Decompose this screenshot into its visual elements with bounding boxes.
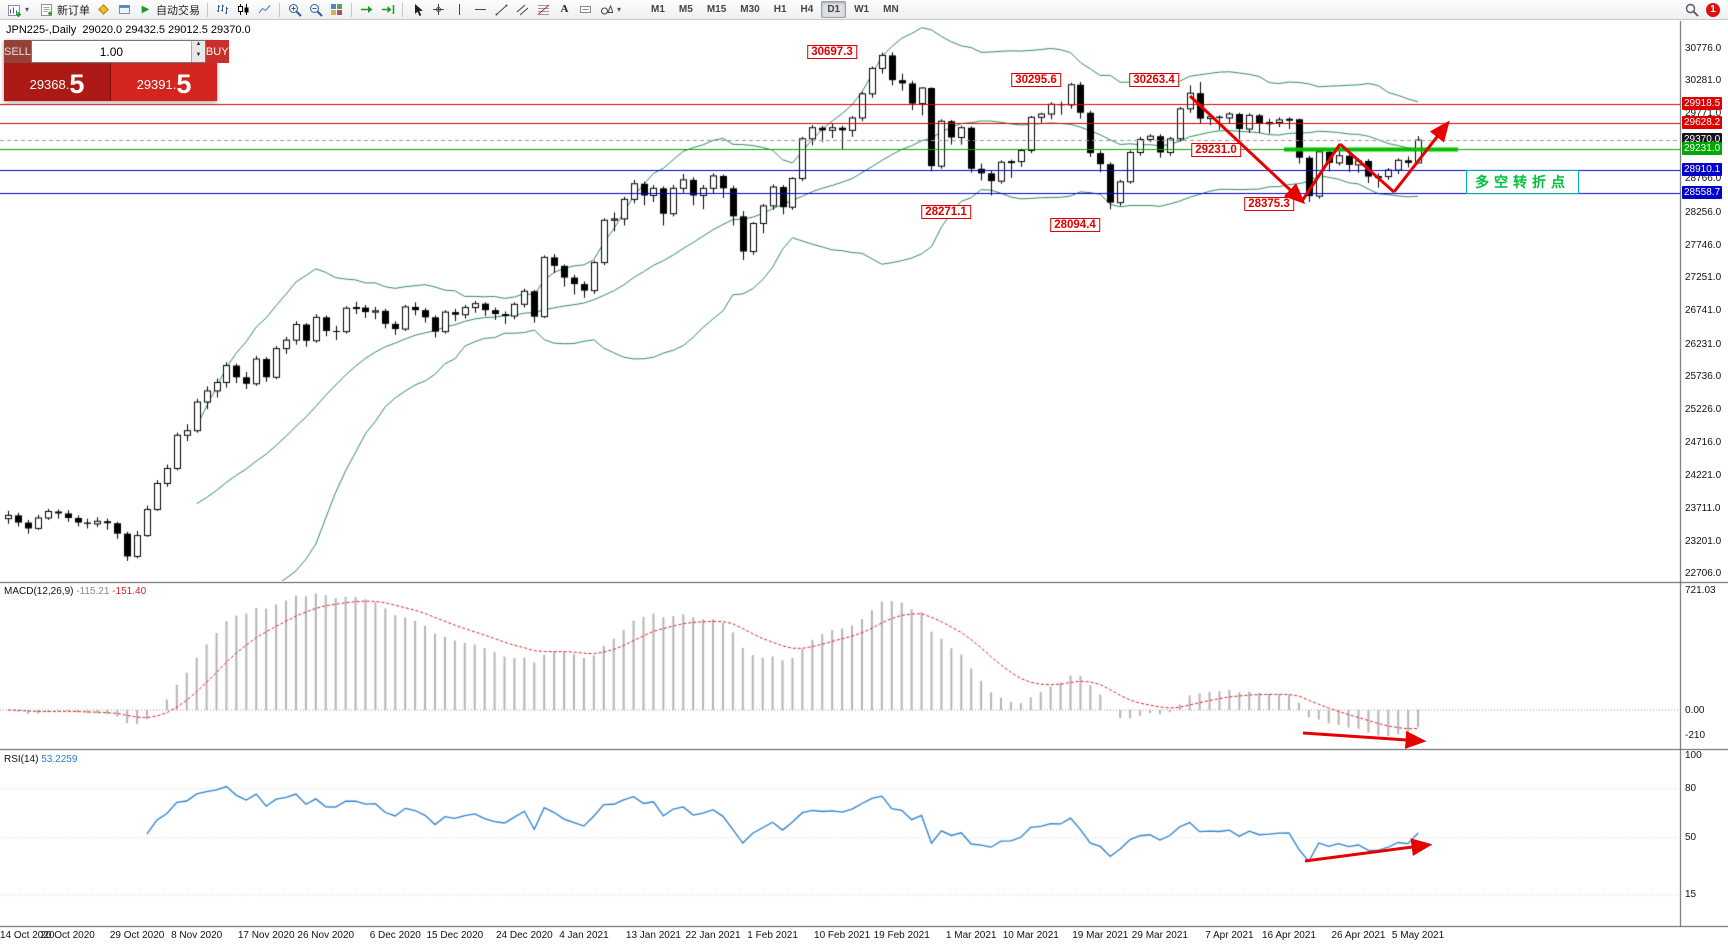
- buy-price-big: 5: [176, 69, 192, 99]
- aut otrading-label: 自动交易: [156, 4, 200, 17]
- timeframe-h4[interactable]: H4: [800, 4, 814, 15]
- zoom-in-button[interactable]: [284, 1, 305, 19]
- buy-price-button[interactable]: 29391. 5: [111, 63, 217, 101]
- toolbar-right-group: 1: [1684, 2, 1724, 17]
- tile-windows-icon: [329, 2, 344, 17]
- trendline-icon: [494, 2, 509, 17]
- fibonacci-button[interactable]: [533, 1, 554, 19]
- metaeditor-button[interactable]: [93, 1, 114, 19]
- cursor-button[interactable]: [407, 1, 428, 19]
- zoom-out-icon: [308, 2, 323, 17]
- vertical-line-icon: [452, 2, 467, 17]
- crosshair-icon: [431, 2, 446, 17]
- terminal-button[interactable]: [114, 1, 135, 19]
- buy-button[interactable]: BUY: [205, 40, 229, 63]
- timeframe-toolbar: M1 M5 M15 M30 H1 H4 D1 W1 MN: [644, 1, 906, 18]
- one-click-trading-panel: SELL ▲▼ BUY 29368.5 29391.5: [4, 40, 229, 101]
- search-icon[interactable]: [1684, 2, 1699, 17]
- toolbar-separator: [351, 2, 352, 17]
- new-chart-icon: [7, 2, 22, 17]
- vertical-line-button[interactable]: [449, 1, 470, 19]
- chevron-down-icon: ▾: [25, 5, 30, 14]
- sell-price-big: 5: [69, 69, 85, 99]
- timeframe-m30[interactable]: M30: [740, 4, 760, 15]
- text-label-button[interactable]: [575, 1, 596, 19]
- channel-button[interactable]: [512, 1, 533, 19]
- timeframe-mn[interactable]: MN: [883, 4, 899, 15]
- volume-spinner[interactable]: ▲ ▼: [190, 41, 205, 62]
- tile-windows-button[interactable]: [326, 1, 347, 19]
- zoom-in-icon: [287, 2, 302, 17]
- text-label-icon: [578, 2, 593, 17]
- trendline-button[interactable]: [491, 1, 512, 19]
- new-order-icon: [39, 2, 54, 17]
- bar-chart-type-button[interactable]: [212, 1, 233, 19]
- new-order-label: 新订单: [57, 4, 90, 17]
- new-order-button[interactable]: 新订单: [36, 1, 93, 19]
- timeframe-h1[interactable]: H1: [773, 4, 787, 15]
- buy-price-main: 29391.: [136, 77, 177, 92]
- volume-input[interactable]: [31, 41, 191, 62]
- crosshair-button[interactable]: [428, 1, 449, 19]
- shapes-button[interactable]: ▾: [596, 1, 628, 19]
- timeframe-m5[interactable]: M5: [678, 4, 693, 15]
- chevron-down-icon: ▾: [617, 5, 622, 14]
- volume-field: ▲▼: [30, 40, 206, 63]
- autotrading-button[interactable]: ▶ 自动交易: [135, 1, 203, 19]
- order-panel-header: SELL ▲▼ BUY: [4, 40, 229, 63]
- toolbar-separator: [279, 2, 280, 17]
- sell-price-button[interactable]: 29368. 5: [4, 63, 111, 101]
- text-button[interactable]: A: [554, 1, 575, 19]
- sell-button[interactable]: SELL: [4, 40, 31, 63]
- timeframe-d1[interactable]: D1: [821, 1, 847, 18]
- shapes-icon: [599, 2, 614, 17]
- order-panel-prices: 29368. 5 29391. 5: [4, 63, 217, 101]
- horizontal-line-button[interactable]: [470, 1, 491, 19]
- main-toolbar: ▾ 新订单 ▶ 自动交易 A ▾ M1 M5 M15 M30 H1 H4 D1 W1 MN 1: [0, 0, 1728, 20]
- timeframe-w1[interactable]: W1: [854, 4, 870, 15]
- toolbar-separator: [402, 2, 403, 17]
- notification-badge[interactable]: 1: [1706, 2, 1720, 17]
- new-chart-button[interactable]: ▾: [4, 1, 36, 19]
- auto-scroll-button[interactable]: [356, 1, 377, 19]
- bar-chart-icon: [215, 2, 230, 17]
- metaeditor-icon: [96, 2, 111, 17]
- autotrading-play-icon: ▶: [141, 4, 150, 15]
- sell-price-main: 29368.: [29, 77, 70, 92]
- candlestick-type-button[interactable]: [233, 1, 254, 19]
- terminal-window-icon: [117, 2, 132, 17]
- cursor-icon: [410, 2, 425, 17]
- timeframe-m15[interactable]: M15: [706, 4, 727, 15]
- timeframe-m1[interactable]: M1: [651, 4, 665, 15]
- candlestick-icon: [236, 2, 251, 17]
- channel-icon: [515, 2, 530, 17]
- toolbar-separator: [207, 2, 208, 17]
- horizontal-line-icon: [473, 2, 488, 17]
- spinner-down-icon[interactable]: ▼: [191, 51, 205, 62]
- zoom-out-button[interactable]: [305, 1, 326, 19]
- line-chart-type-button[interactable]: [254, 1, 275, 19]
- auto-scroll-icon: [359, 2, 374, 17]
- chart-shift-button[interactable]: [377, 1, 398, 19]
- fibonacci-icon: [536, 2, 551, 17]
- text-icon: A: [560, 3, 569, 15]
- chart-title: JPN225-,Daily 29020.0 29432.5 29012.5 29…: [6, 24, 251, 36]
- chart-shift-icon: [380, 2, 395, 17]
- spinner-up-icon[interactable]: ▲: [191, 41, 205, 52]
- line-chart-icon: [257, 2, 272, 17]
